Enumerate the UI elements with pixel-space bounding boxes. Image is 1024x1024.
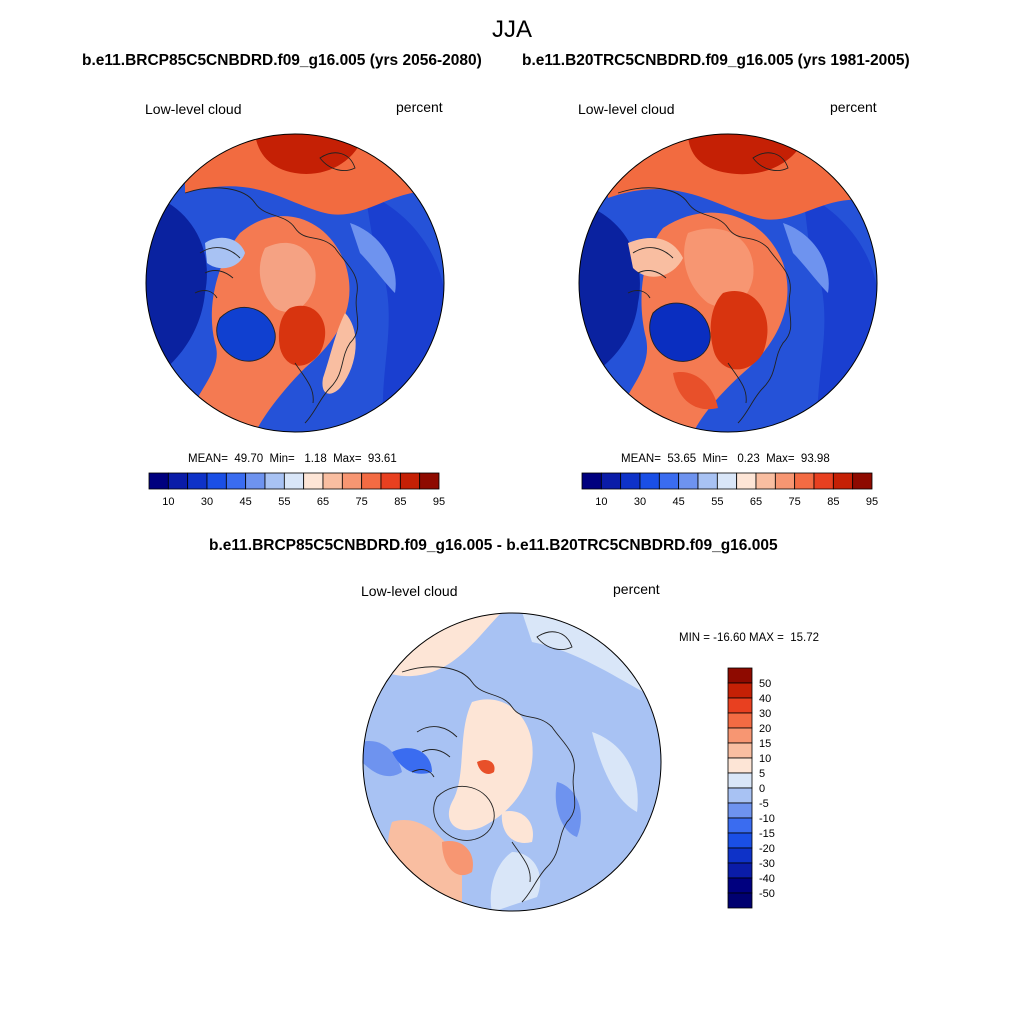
colorbar-tick-label: -30 [759, 858, 775, 870]
panel1-polar-map [145, 133, 445, 433]
panel2-title: b.e11.B20TRC5CNBDRD.f09_g16.005 (yrs 198… [522, 52, 910, 69]
colorbar-swatch [419, 472, 440, 490]
colorbar-tick-label: -20 [759, 843, 775, 855]
colorbar-swatch [727, 832, 753, 849]
colorbar-tick-label: 30 [201, 496, 213, 508]
colorbar-tick-label: 20 [759, 723, 771, 735]
colorbar-swatch [727, 772, 753, 789]
panel3-units-label: percent [613, 581, 660, 597]
colorbar-tick-label: 5 [759, 768, 765, 780]
colorbar-tick-label: 85 [394, 496, 406, 508]
colorbar-tick-label: 10 [162, 496, 174, 508]
colorbar-swatch [380, 472, 401, 490]
panel2-stats: MEAN= 53.65 Min= 0.23 Max= 93.98 [621, 453, 830, 465]
panel1-title: b.e11.BRCP85C5CNBDRD.f09_g16.005 (yrs 20… [82, 52, 482, 69]
colorbar-swatch [225, 472, 247, 490]
panel1-colorbar: 10 30 45 55 65 75 85 95 [148, 472, 445, 508]
colorbar-tick-label: -15 [759, 828, 775, 840]
colorbar-swatch [399, 472, 421, 490]
panel3-variable-label: Low-level cloud [361, 583, 458, 599]
colorbar-swatch [581, 472, 602, 490]
colorbar-swatch [600, 472, 622, 490]
colorbar-tick-label: 10 [759, 753, 771, 765]
colorbar-swatch [727, 877, 753, 894]
colorbar-swatch [727, 847, 753, 864]
panel2-units-label: percent [830, 99, 877, 115]
colorbar-swatch [813, 472, 834, 490]
colorbar-swatch [727, 757, 753, 774]
panel3-title: b.e11.BRCP85C5CNBDRD.f09_g16.005 - b.e11… [209, 537, 778, 554]
colorbar-tick-label: 0 [759, 783, 765, 795]
colorbar-swatch [206, 472, 227, 490]
colorbar-swatch [658, 472, 680, 490]
colorbar-swatch [727, 892, 753, 909]
panel2-polar-map [578, 133, 878, 433]
colorbar-swatch [639, 472, 660, 490]
colorbar-tick-label: 10 [595, 496, 607, 508]
colorbar-tick-label: 30 [759, 708, 771, 720]
colorbar-swatch [736, 472, 757, 490]
colorbar-swatch [727, 817, 753, 834]
colorbar-swatch [187, 472, 208, 490]
panel1-variable-label: Low-level cloud [145, 101, 242, 117]
colorbar-tick-label: -5 [759, 798, 769, 810]
panel2-variable-label: Low-level cloud [578, 101, 675, 117]
panel1-units-label: percent [396, 99, 443, 115]
colorbar-swatch [755, 472, 776, 490]
colorbar-swatch [727, 742, 753, 759]
colorbar-tick-label: 40 [759, 693, 771, 705]
colorbar-swatch [322, 472, 343, 490]
colorbar-tick-label: -50 [759, 888, 775, 900]
colorbar-swatch [832, 472, 854, 490]
colorbar-tick-label: 55 [711, 496, 723, 508]
colorbar-swatch [341, 472, 363, 490]
colorbar-swatch [774, 472, 796, 490]
colorbar-tick-label: 55 [278, 496, 290, 508]
colorbar-swatch [716, 472, 738, 490]
colorbar-swatch [727, 787, 753, 804]
colorbar-tick-label: -10 [759, 813, 775, 825]
panel3-polar-map [362, 612, 662, 912]
panel3-stats: MIN = -16.60 MAX = 15.72 [679, 632, 819, 644]
colorbar-swatch [727, 667, 753, 684]
colorbar-tick-label: 45 [673, 496, 685, 508]
colorbar-swatch [620, 472, 641, 490]
colorbar-tick-label: 95 [866, 496, 878, 508]
colorbar-swatch [697, 472, 718, 490]
panel2-colorbar: 10 30 45 55 65 75 85 95 [581, 472, 878, 508]
colorbar-tick-label: 75 [789, 496, 801, 508]
colorbar-tick-label: 75 [356, 496, 368, 508]
colorbar-swatch [794, 472, 815, 490]
colorbar-swatch [303, 472, 324, 490]
colorbar-swatch [852, 472, 873, 490]
colorbar-tick-label: -40 [759, 873, 775, 885]
colorbar-tick-label: 45 [240, 496, 252, 508]
colorbar-tick-label: 85 [827, 496, 839, 508]
colorbar-tick-label: 65 [750, 496, 762, 508]
colorbar-swatch [727, 712, 753, 729]
panel1-stats: MEAN= 49.70 Min= 1.18 Max= 93.61 [188, 453, 397, 465]
colorbar-swatch [245, 472, 266, 490]
colorbar-tick-label: 95 [433, 496, 445, 508]
colorbar-tick-label: 65 [317, 496, 329, 508]
colorbar-tick-label: 15 [759, 738, 771, 750]
colorbar-swatch [727, 862, 753, 879]
colorbar-swatch [167, 472, 189, 490]
colorbar-swatch [264, 472, 285, 490]
colorbar-tick-label: 30 [634, 496, 646, 508]
colorbar-swatch [148, 472, 169, 490]
colorbar-swatch [727, 682, 753, 699]
colorbar-swatch [678, 472, 699, 490]
colorbar-swatch [283, 472, 305, 490]
colorbar-tick-label: 50 [759, 678, 771, 690]
colorbar-swatch [361, 472, 382, 490]
colorbar-swatch [727, 697, 753, 714]
colorbar-swatch [727, 802, 753, 819]
main-title: JJA [491, 16, 532, 43]
colorbar-swatch [727, 727, 753, 744]
